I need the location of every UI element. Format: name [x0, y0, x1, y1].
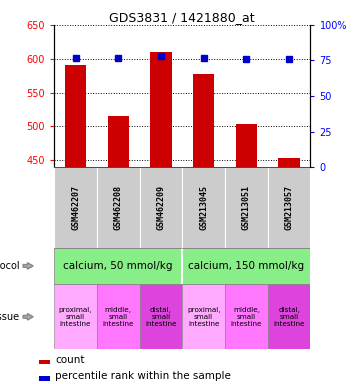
Title: GDS3831 / 1421880_at: GDS3831 / 1421880_at [109, 11, 255, 24]
Text: middle,
small
intestine: middle, small intestine [103, 307, 134, 327]
Bar [150, 52, 171, 167]
Text: GSM213051: GSM213051 [242, 185, 251, 230]
Text: calcium, 150 mmol/kg: calcium, 150 mmol/kg [188, 261, 304, 271]
Bar [140, 167, 182, 248]
Text: proximal,
small
intestine: proximal, small intestine [59, 307, 92, 327]
Bar [65, 65, 86, 167]
Bar [54, 284, 97, 349]
Text: GSM213045: GSM213045 [199, 185, 208, 230]
Text: count: count [55, 355, 85, 365]
Bar [268, 167, 310, 248]
Text: protocol: protocol [0, 261, 20, 271]
Bar [108, 116, 129, 167]
Text: GSM462209: GSM462209 [156, 185, 165, 230]
Bar [225, 167, 268, 248]
Text: proximal,
small
intestine: proximal, small intestine [187, 307, 221, 327]
Text: GSM462208: GSM462208 [114, 185, 123, 230]
Bar [268, 284, 310, 349]
Text: tissue: tissue [0, 312, 20, 322]
Text: distal,
small
intestine: distal, small intestine [145, 307, 177, 327]
Bar [225, 284, 268, 349]
Bar [39, 376, 49, 381]
Text: middle,
small
intestine: middle, small intestine [231, 307, 262, 327]
Bar [54, 167, 97, 248]
Text: GSM213057: GSM213057 [284, 185, 293, 230]
Bar [54, 248, 182, 284]
Bar [182, 167, 225, 248]
Bar [39, 360, 49, 364]
Text: GSM462207: GSM462207 [71, 185, 80, 230]
Bar [182, 284, 225, 349]
Bar [140, 284, 182, 349]
Bar [182, 248, 310, 284]
Bar [278, 158, 300, 167]
FancyArrow shape [23, 263, 33, 269]
Bar [97, 284, 140, 349]
FancyArrow shape [23, 314, 33, 320]
Text: calcium, 50 mmol/kg: calcium, 50 mmol/kg [64, 261, 173, 271]
Text: distal,
small
intestine: distal, small intestine [273, 307, 305, 327]
Text: percentile rank within the sample: percentile rank within the sample [55, 371, 231, 381]
Bar [193, 74, 214, 167]
Bar [97, 167, 140, 248]
Bar [236, 124, 257, 167]
